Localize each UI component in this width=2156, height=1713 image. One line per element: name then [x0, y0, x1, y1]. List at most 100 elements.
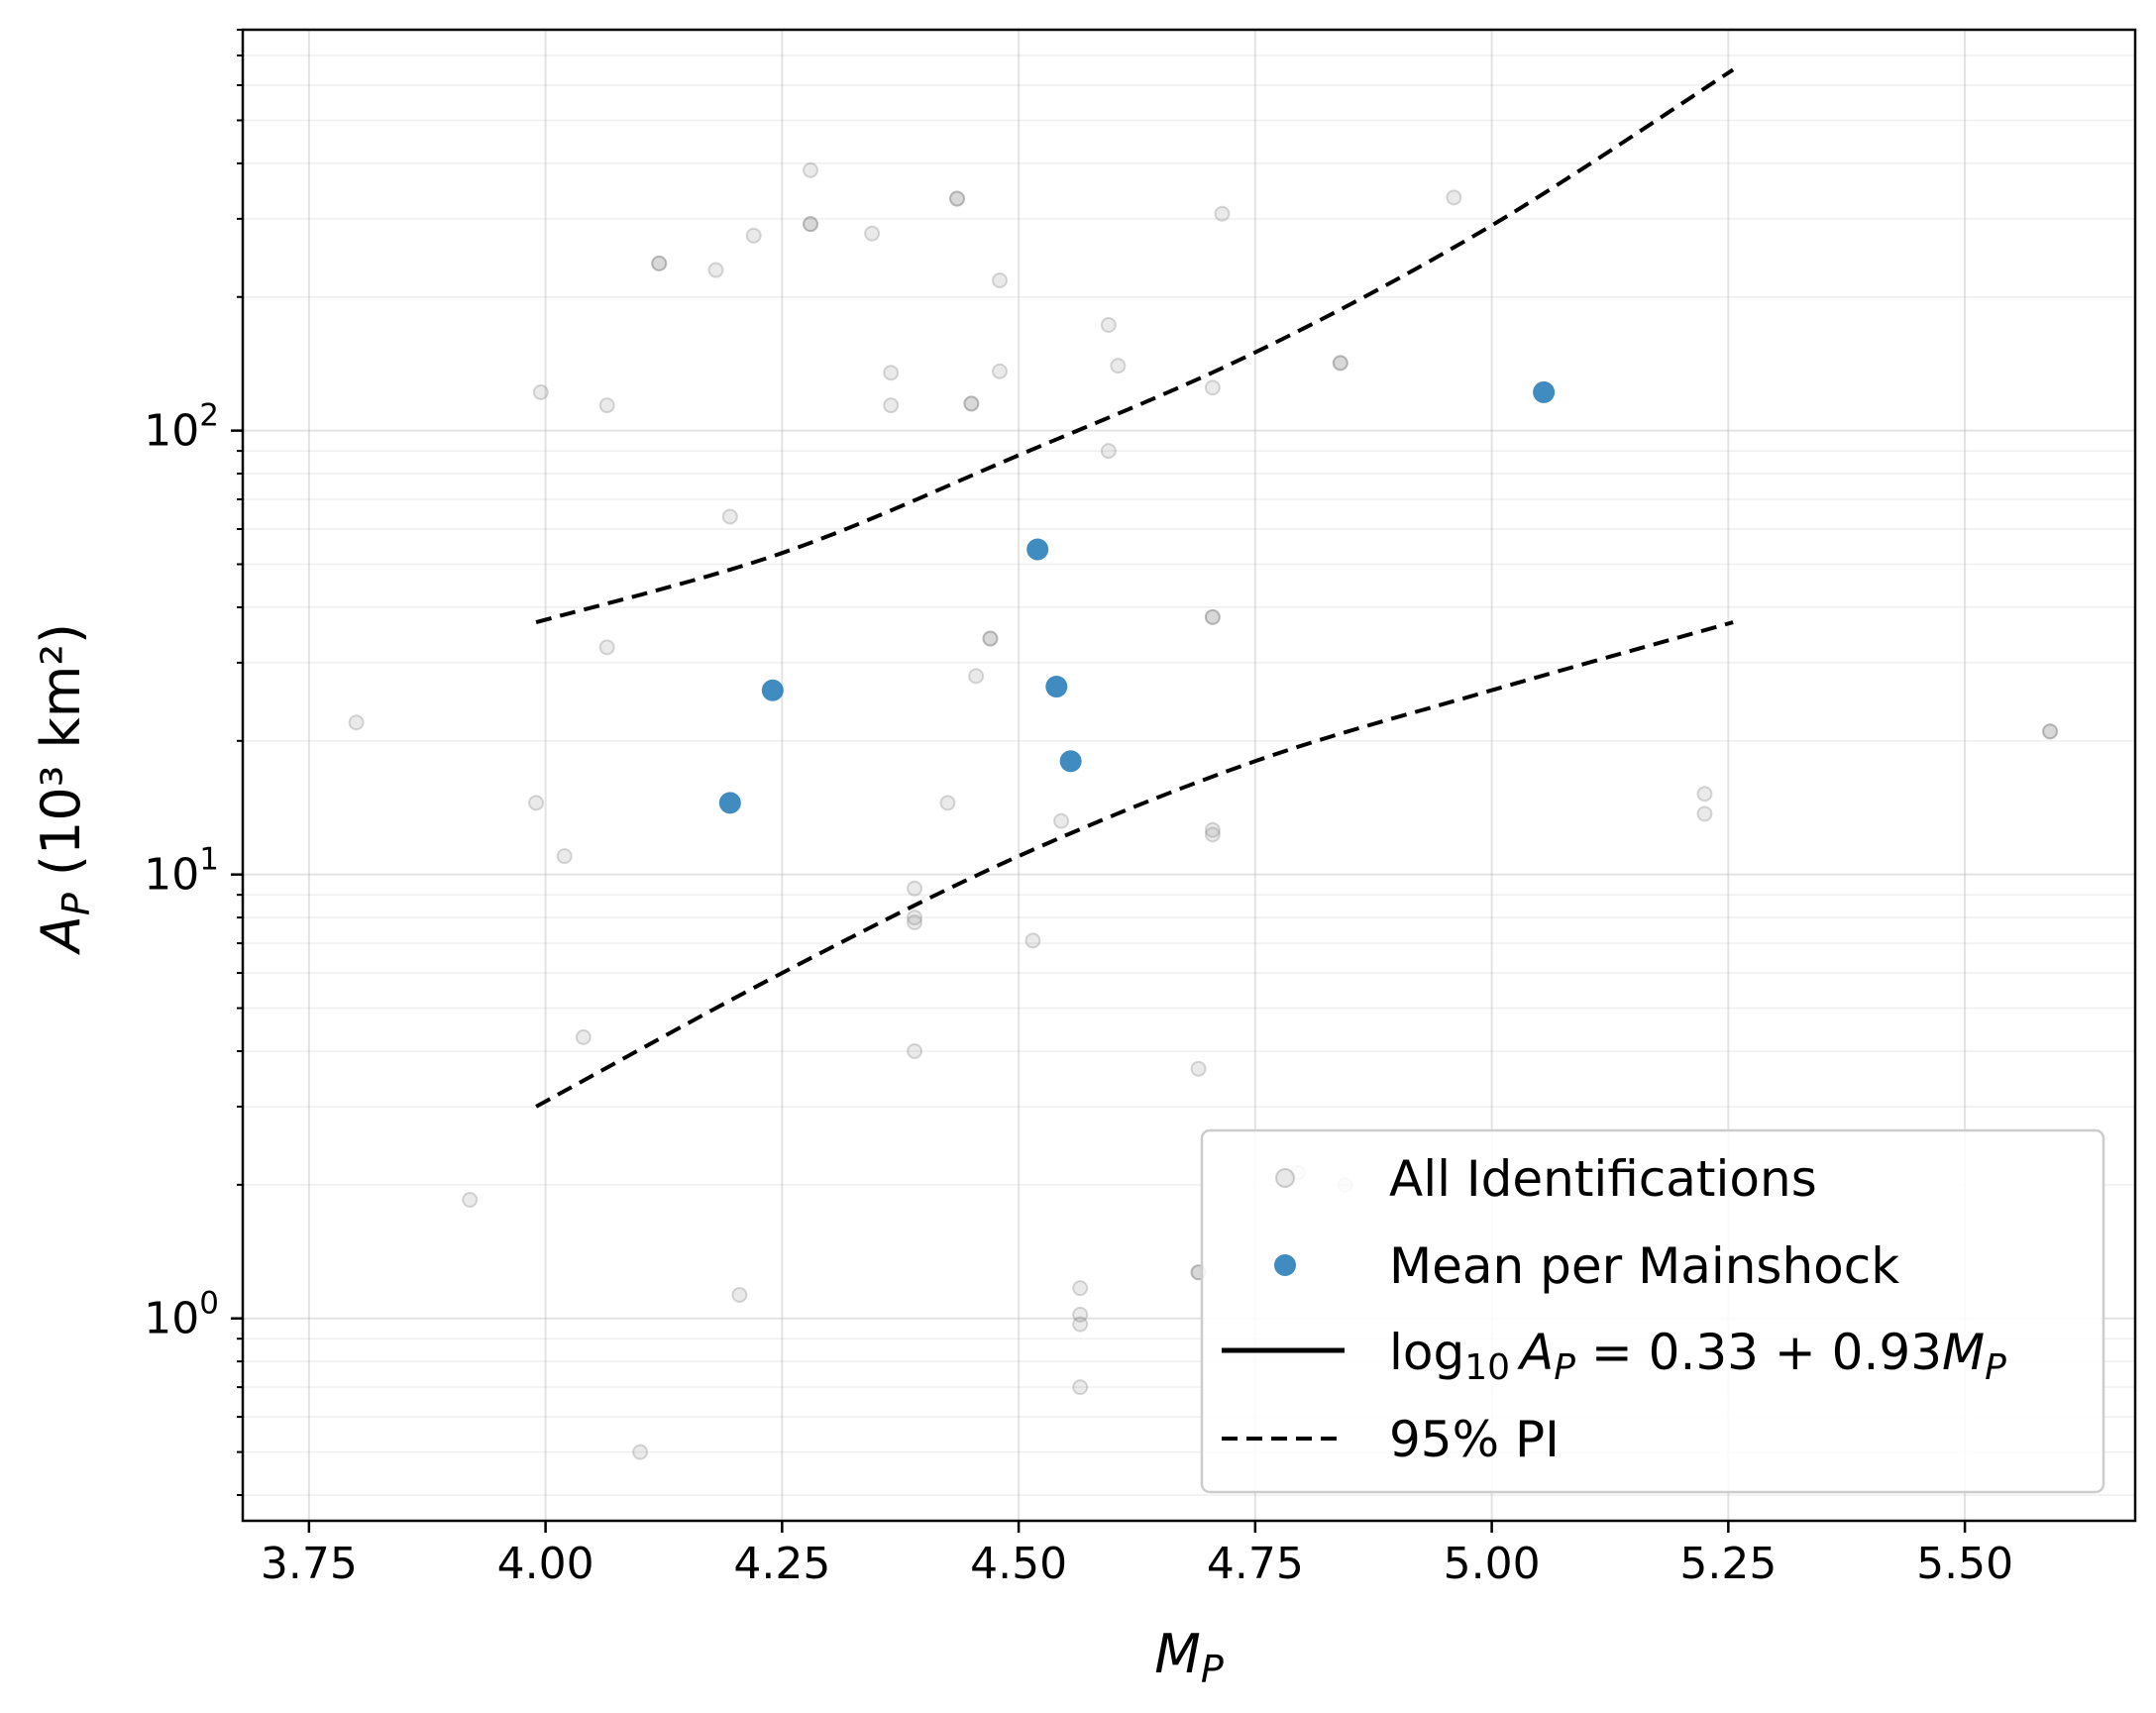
all-identification-point [1204, 608, 1221, 625]
y-tick-label-exponent: 0 [199, 1286, 219, 1322]
legend-marker-all-identifications [1275, 1168, 1295, 1188]
all-identification-point [1100, 316, 1117, 333]
y-tick-label-exponent: 2 [199, 398, 219, 434]
all-identification-point [1053, 812, 1070, 829]
all-identification-point [575, 1028, 592, 1045]
legend-fit-log: log [1389, 1324, 1464, 1381]
all-identification-point [1100, 443, 1117, 460]
all-identification-point [907, 914, 923, 931]
x-tick-label: 5.25 [1679, 1539, 1777, 1589]
all-identification-point [992, 363, 1008, 379]
all-identification-point [556, 848, 573, 865]
legend-label-fit: log10 AP = 0.33 + 0.93MP [1389, 1324, 2006, 1388]
all-identification-point [651, 255, 668, 271]
mean-per-mainshock-point [761, 679, 784, 701]
all-identification-point [528, 795, 545, 811]
all-identification-point [968, 668, 985, 685]
all-identification-point [803, 161, 818, 178]
y-tick-label-exponent: 1 [199, 842, 219, 878]
x-tick-label: 5.50 [1916, 1539, 2013, 1589]
legend-fit-a-sub: P [1554, 1347, 1575, 1388]
x-axis-label-base: M [1154, 1623, 1201, 1685]
all-identification-point [907, 910, 923, 926]
all-identification-point [1696, 786, 1713, 803]
all-identification-point [1204, 379, 1221, 396]
prediction-interval-lower-line [535, 620, 1734, 1109]
all-identification-point [963, 395, 980, 412]
y-tick-label-base: 10 [144, 406, 199, 457]
all-identification-point [721, 508, 738, 525]
prediction-interval-layer [535, 67, 1735, 1109]
legend-fit-eq: = 0.33 + 0.93 [1575, 1324, 1942, 1381]
legend-fit-m-sub: P [1985, 1347, 2006, 1388]
legend-marker-mean-per-mainshock [1274, 1254, 1296, 1276]
y-axis-label-sub: P [54, 893, 98, 915]
all-identification-point [598, 397, 615, 414]
all-identification-point [1072, 1306, 1089, 1323]
all-identification-point [907, 1042, 923, 1059]
all-identifications-layer [348, 161, 2059, 1460]
x-axis-ticks: 3.75 4.00 4.25 4.50 4.75 5.00 5.25 5.50 [261, 1521, 2013, 1589]
all-identification-point [864, 225, 881, 242]
all-identification-point [1446, 189, 1462, 206]
legend-label-mean-per-mainshock: Mean per Mainshock [1389, 1237, 1899, 1295]
y-tick-label: 102 [144, 398, 219, 457]
all-identification-point [462, 1192, 479, 1209]
legend: All Identifications Mean per Mainshock l… [1200, 1128, 2105, 1494]
x-tick-label: 4.00 [497, 1539, 594, 1589]
legend-label-all-identifications: All Identifications [1389, 1150, 1817, 1208]
all-identification-point [745, 227, 762, 244]
prediction-interval-upper-line [535, 67, 1735, 625]
mean-per-mainshock-point [1059, 750, 1082, 773]
x-axis-label: MP [1154, 1623, 1224, 1691]
legend-fit-m: M [1942, 1324, 1985, 1381]
all-identification-point [1204, 826, 1221, 843]
all-identification-point [2042, 723, 2059, 740]
x-axis-label-sub: P [1201, 1648, 1224, 1691]
y-tick-label-base: 10 [144, 850, 199, 901]
legend-fit-log-sub: 10 [1464, 1347, 1510, 1388]
plot-frame [241, 28, 2137, 1523]
legend-label-pi: 95% PI [1389, 1411, 1560, 1468]
all-identification-point [532, 383, 549, 400]
all-identification-point [949, 190, 966, 207]
all-identification-point [1332, 355, 1348, 372]
all-identification-point [731, 1286, 748, 1303]
mean-per-mainshock-point [1026, 538, 1049, 561]
x-tick-label: 4.75 [1207, 1539, 1304, 1589]
mean-per-mainshock-point [1045, 676, 1068, 698]
all-identification-point [963, 395, 980, 412]
all-identification-point [1072, 1379, 1089, 1396]
mean-per-mainshock-point [1533, 380, 1556, 403]
y-tick-label-base: 10 [144, 1294, 199, 1344]
mean-per-mainshock-layer [718, 380, 1556, 814]
all-identification-point [992, 271, 1008, 288]
all-identification-point [803, 216, 818, 233]
all-identification-point [651, 255, 668, 271]
y-axis-label-unit: (10³ km²) [30, 623, 92, 893]
x-tick-label: 5.00 [1444, 1539, 1541, 1589]
all-identification-point [883, 397, 900, 414]
all-identification-point [1110, 358, 1127, 375]
all-identification-point [883, 365, 900, 381]
all-identification-point [1204, 821, 1221, 838]
all-identification-point [982, 630, 999, 647]
all-identification-point [632, 1444, 649, 1460]
x-tick-label: 3.75 [261, 1539, 358, 1589]
all-identification-point [1190, 1060, 1207, 1077]
y-axis-label-base: A [30, 915, 92, 955]
all-identification-point [939, 795, 956, 811]
all-identification-point [907, 880, 923, 897]
all-identification-point [1332, 355, 1348, 372]
x-tick-label: 4.25 [733, 1539, 830, 1589]
all-identification-point [1696, 805, 1713, 822]
all-identification-point [803, 216, 818, 233]
y-axis-label: AP (10³ km²) [30, 623, 98, 955]
all-identification-point [1072, 1316, 1089, 1333]
x-tick-label: 4.50 [970, 1539, 1067, 1589]
all-identification-point [1214, 205, 1231, 222]
all-identification-point [707, 262, 724, 278]
all-identification-point [2042, 723, 2059, 740]
